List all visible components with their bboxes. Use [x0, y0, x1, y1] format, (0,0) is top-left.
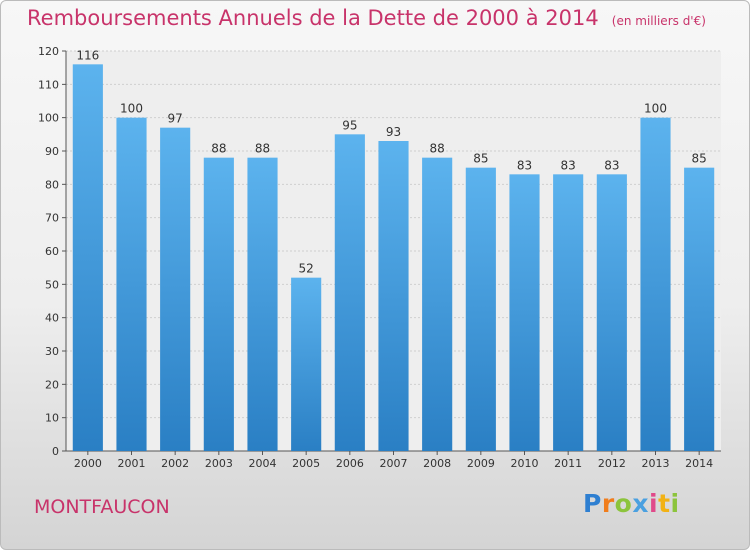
bar-2012 — [596, 174, 627, 452]
proxiti-logo: Proxiti — [583, 489, 680, 518]
x-tick-label-2012: 2012 — [598, 457, 626, 470]
y-tick-label: 110 — [38, 78, 59, 91]
data-label-2011: 83 — [561, 158, 576, 172]
data-label-2007: 93 — [386, 125, 401, 139]
bar-2010 — [509, 174, 540, 452]
data-label-2010: 83 — [517, 158, 532, 172]
logo-letter: P — [583, 489, 602, 518]
data-label-2001: 100 — [120, 102, 143, 116]
data-label-2014: 85 — [692, 152, 707, 166]
data-label-2002: 97 — [168, 112, 183, 126]
bar-2002 — [160, 127, 191, 452]
bar-2011 — [553, 174, 584, 452]
y-tick-label: 60 — [45, 245, 59, 258]
bar-2008 — [422, 157, 453, 451]
tick-labels: 0 10 20 30 40 50 60 70 80 90 100 110 120 2000 2001 2002… — [38, 45, 713, 470]
logo-letter: t — [658, 489, 671, 518]
data-label-2003: 88 — [211, 142, 226, 156]
y-tick-label: 100 — [38, 112, 59, 125]
bar-2004 — [247, 157, 278, 451]
bar-2000 — [72, 64, 103, 452]
x-tick-label-2009: 2009 — [467, 457, 495, 470]
y-tick-label: 120 — [38, 45, 59, 58]
bar-2006 — [334, 134, 365, 452]
x-tick-label-2005: 2005 — [292, 457, 320, 470]
x-tick-label-2006: 2006 — [336, 457, 364, 470]
bar-2013 — [640, 117, 671, 452]
y-tick-label: 70 — [45, 212, 59, 225]
data-label-2008: 88 — [430, 142, 445, 156]
x-tick-label-2014: 2014 — [685, 457, 713, 470]
data-labels: 116 100 97 88 88 52 95 93 88 85 83 83 83 100 85 — [76, 48, 706, 275]
bar-2014 — [684, 167, 715, 451]
logo-letter: i — [670, 489, 680, 518]
chart-title: Remboursements Annuels de la Dette de 20… — [27, 6, 706, 30]
x-tick-label-2013: 2013 — [642, 457, 670, 470]
x-tick-label-2003: 2003 — [205, 457, 233, 470]
x-tick-label-2000: 2000 — [74, 457, 102, 470]
y-tick-label: 90 — [45, 145, 59, 158]
x-tick-label-2001: 2001 — [118, 457, 146, 470]
y-tick-label: 50 — [45, 278, 59, 291]
data-label-2004: 88 — [255, 142, 270, 156]
y-tick-label: 10 — [45, 412, 59, 425]
chart-subtitle: (en milliers d'€) — [611, 14, 706, 28]
logo-letter: o — [614, 489, 633, 518]
data-label-2012: 83 — [604, 158, 619, 172]
bar-2009 — [465, 167, 496, 451]
logo-letter: r — [601, 489, 615, 518]
logo-letter: x — [632, 489, 649, 518]
data-label-2006: 95 — [342, 118, 357, 132]
y-tick-label: 80 — [45, 178, 59, 191]
bar-2007 — [378, 141, 409, 451]
bar-2001 — [116, 117, 147, 452]
y-tick-label: 30 — [45, 345, 59, 358]
data-label-2000: 116 — [76, 48, 99, 62]
x-tick-label-2004: 2004 — [249, 457, 277, 470]
y-tick-label: 0 — [52, 445, 59, 458]
chart-title-text: Remboursements Annuels de la Dette de 20… — [27, 6, 599, 30]
bar-2005 — [291, 277, 322, 451]
x-tick-label-2010: 2010 — [511, 457, 539, 470]
y-tick-label: 20 — [45, 378, 59, 391]
bar-2003 — [203, 157, 234, 451]
commune-name: MONTFAUCON — [34, 496, 170, 518]
data-label-2009: 85 — [473, 152, 488, 166]
data-label-2013: 100 — [644, 102, 667, 116]
x-tick-label-2007: 2007 — [380, 457, 408, 470]
x-tick-label-2008: 2008 — [423, 457, 451, 470]
logo-letter: i — [649, 489, 659, 518]
y-tick-label: 40 — [45, 312, 59, 325]
data-label-2005: 52 — [299, 262, 314, 276]
x-tick-label-2011: 2011 — [554, 457, 582, 470]
x-tick-label-2002: 2002 — [161, 457, 189, 470]
bars — [72, 64, 715, 452]
